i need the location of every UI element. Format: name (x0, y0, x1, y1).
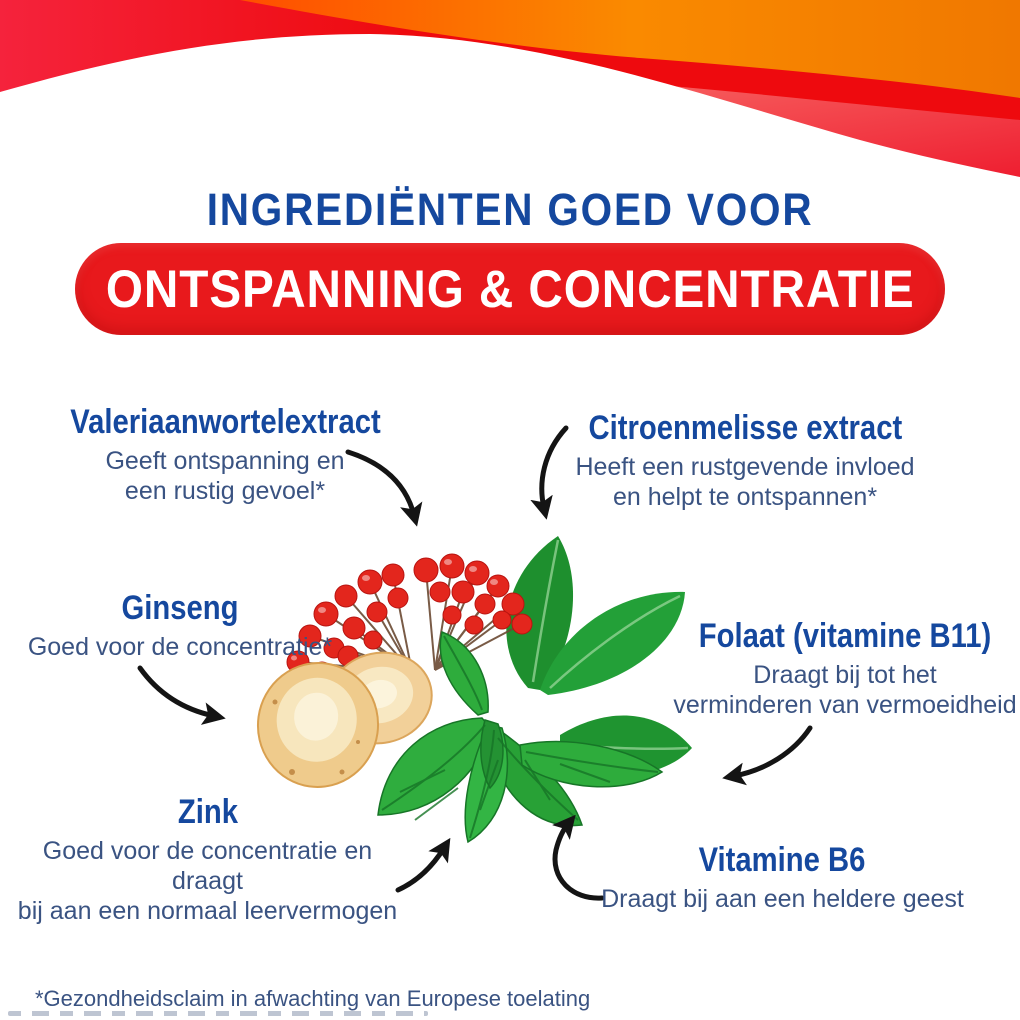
ingredient-description: Geeft ontspanning en een rustig gevoel* (105, 447, 345, 505)
ginseng-leaves (506, 536, 692, 775)
arrow-valeriaanwortelextract (345, 449, 423, 527)
herbs-illustration (256, 536, 692, 844)
page-title-text: INGREDIËNTEN GOED VOOR (206, 184, 814, 235)
header-wave-graphic (0, 0, 1020, 260)
arrow-folaat (722, 725, 813, 786)
ingredient-description: Goed voor de concentratie* (27, 633, 333, 661)
category-badge: ONTSPANNING & CONCENTRATIE (75, 243, 945, 335)
ingredient-folaat: Folaat (vitamine B11) Draagt bij tot het… (660, 616, 1020, 720)
ingredient-name: Valeriaanwortelextract (69, 403, 381, 441)
ingredient-name: Citroenmelisse extract (588, 409, 902, 447)
ingredient-zink: Zink Goed voor de concentratie en draagt… (5, 792, 410, 926)
arrow-citroenmelisse (530, 425, 569, 520)
arrow-ginseng (137, 665, 226, 725)
ingredient-description: Heeft een rustgevende invloed en helpt t… (575, 453, 915, 511)
ingredient-name: Folaat (vitamine B11) (698, 617, 992, 655)
ginseng-root-slices (256, 651, 433, 788)
lemon-balm-leaves (377, 630, 664, 844)
category-badge-text: ONTSPANNING & CONCENTRATIE (105, 259, 915, 319)
arrow-vitamine-b6 (552, 814, 605, 901)
ingredient-ginseng: Ginseng Goed voor de concentratie* (20, 588, 340, 662)
clipped-text-fragment (8, 1011, 428, 1016)
ingredient-name: Zink (177, 793, 238, 831)
ginseng-berries (286, 553, 533, 683)
ingredient-vitamine-b6: Vitamine B6 Draagt bij aan een heldere g… (590, 840, 975, 914)
page-title: INGREDIËNTEN GOED VOOR (0, 184, 1020, 236)
arrow-zink (395, 837, 451, 893)
ingredient-valeriaanwortelextract: Valeriaanwortelextract Geeft ontspanning… (30, 402, 420, 506)
root-blemishes (272, 699, 360, 775)
ingredient-citroenmelisse: Citroenmelisse extract Heeft een rustgev… (550, 408, 940, 512)
ingredient-name: Vitamine B6 (699, 841, 866, 879)
wave-orange-layer (240, 0, 1020, 98)
ingredient-description: Draagt bij aan een heldere geest (601, 885, 964, 913)
wave-white-foreground (0, 34, 1020, 260)
health-claim-footnote: *Gezondheidsclaim in afwachting van Euro… (35, 986, 591, 1011)
ingredient-description: Goed voor de concentratie en draagt bij … (17, 837, 398, 925)
ingredient-description: Draagt bij tot het verminderen van vermo… (673, 661, 1017, 719)
ingredient-name: Ginseng (121, 589, 239, 627)
